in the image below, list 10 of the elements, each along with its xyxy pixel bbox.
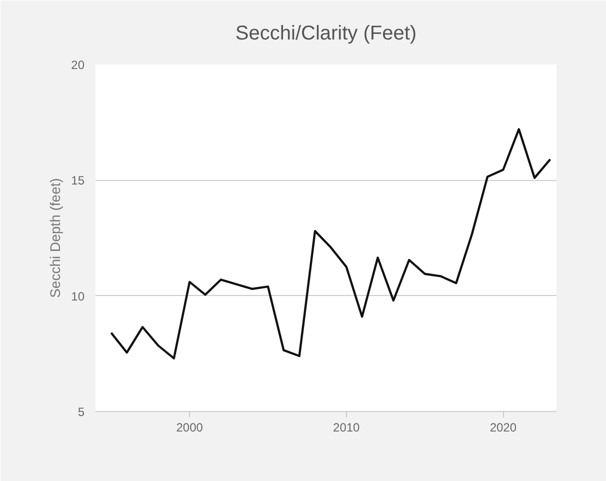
x-tick-label: 2000: [176, 420, 204, 434]
y-tick-label: 20: [71, 58, 85, 72]
y-tick-label: 10: [71, 289, 85, 304]
x-tick-label: 2020: [490, 420, 517, 434]
x-tick-label: 2010: [333, 420, 360, 434]
y-axis-title: Secchi Depth (feet): [47, 178, 64, 298]
y-tick-label: 5: [78, 405, 85, 419]
line-series: [110, 128, 552, 360]
y-tick-label: 15: [71, 174, 85, 188]
chart-title: Secchi/Clarity (Feet): [235, 22, 417, 44]
